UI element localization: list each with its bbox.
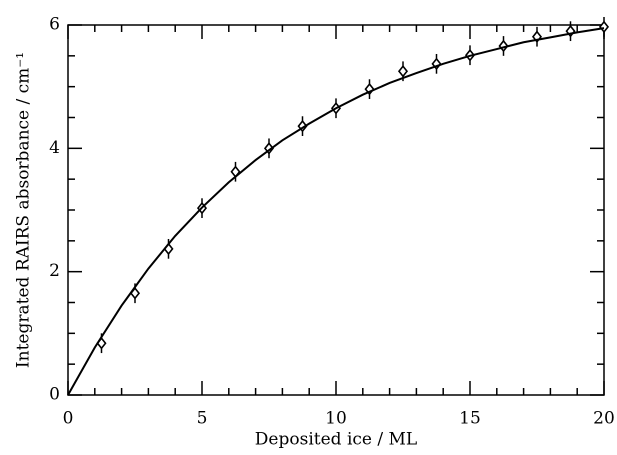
x-tick-label: 5 — [197, 409, 208, 429]
x-axis-label: Deposited ice / ML — [255, 430, 417, 450]
y-axis-label: Integrated RAIRS absorbance / cm⁻¹ — [14, 52, 34, 368]
data-point — [498, 39, 509, 53]
data-point — [397, 64, 409, 78]
x-tick-label: 0 — [63, 409, 74, 429]
data-point — [531, 30, 543, 43]
fit-line — [67, 27, 605, 396]
x-tick-label: 10 — [325, 409, 347, 429]
y-tick-label: 2 — [49, 261, 60, 281]
x-tick-label: 15 — [459, 409, 481, 429]
y-tick-label: 0 — [49, 385, 60, 405]
y-tick-label: 4 — [49, 138, 60, 158]
y-tick-label: 6 — [49, 15, 60, 35]
x-tick-label: 20 — [593, 409, 615, 429]
plot-frame — [67, 24, 605, 396]
data-point — [598, 20, 610, 34]
data-point — [565, 24, 576, 38]
